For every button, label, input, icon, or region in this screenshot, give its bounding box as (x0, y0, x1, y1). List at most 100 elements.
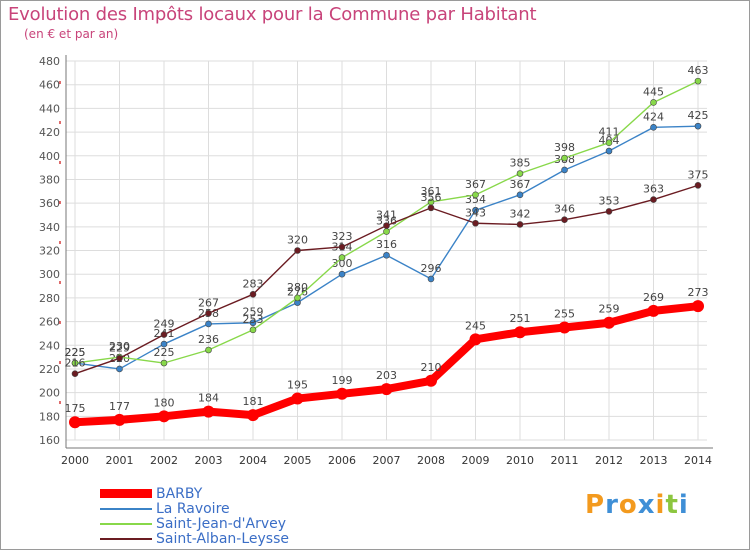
data-label: 249 (154, 318, 175, 331)
legend-item: Saint-Alban-Leysse (100, 531, 289, 547)
data-point (71, 359, 79, 367)
data-label: 245 (465, 319, 486, 332)
data-label: 398 (554, 141, 575, 154)
data-label: 367 (465, 178, 486, 191)
data-point (336, 387, 348, 400)
data-label: 199 (332, 374, 353, 387)
data-label: 269 (643, 291, 664, 304)
legend-label: BARBY (156, 485, 203, 502)
data-point (338, 243, 346, 251)
data-label: 463 (688, 64, 709, 77)
data-label: 203 (376, 369, 397, 382)
data-point (647, 304, 660, 317)
data-point (516, 191, 524, 199)
x-tick-label: 2006 (328, 454, 356, 467)
data-label: 280 (287, 281, 308, 294)
x-tick-label: 2008 (417, 454, 445, 467)
legend-swatch (100, 522, 152, 525)
data-point (516, 170, 524, 177)
y-tick-label: 380 (39, 173, 60, 186)
x-tick-label: 2009 (462, 454, 490, 467)
data-label: 273 (688, 286, 709, 299)
data-label: 356 (421, 191, 442, 204)
chart-subtitle: (en € et par an) (24, 27, 119, 41)
y-tick-label: 240 (39, 339, 60, 352)
data-point (469, 333, 482, 346)
x-tick-label: 2007 (373, 454, 401, 467)
data-point (558, 321, 571, 334)
data-label: 336 (376, 215, 397, 228)
x-tick-label: 2002 (150, 454, 178, 467)
chart-title: Evolution des Impôts locaux pour la Comm… (8, 4, 537, 25)
y-tick-label: 280 (39, 292, 60, 305)
legend-swatch (100, 537, 152, 540)
data-point (383, 228, 390, 235)
y-tick-label: 420 (39, 126, 60, 139)
legend-label: Saint-Jean-d'Arvey (156, 515, 287, 532)
data-label: 225 (154, 346, 175, 359)
data-label: 283 (243, 277, 264, 290)
x-tick-label: 2012 (595, 454, 623, 467)
chart-legend: BARBY La Ravoire Saint-Jean-d'Arvey Saint-A… (100, 485, 289, 547)
data-point (202, 405, 215, 418)
data-point (605, 139, 613, 147)
data-point (205, 346, 212, 354)
proxiti-logo: Proxiti (585, 490, 689, 520)
data-point (205, 309, 212, 317)
x-tick-label: 2004 (239, 454, 267, 467)
data-point (650, 124, 657, 131)
y-tick-label: 360 (39, 197, 60, 210)
data-label: 363 (643, 183, 664, 196)
y-tick-label: 260 (39, 316, 60, 329)
data-label: 195 (287, 379, 308, 392)
data-label: 175 (65, 402, 86, 415)
y-tick-label: 300 (39, 268, 60, 281)
data-point (603, 316, 615, 329)
data-point (116, 354, 123, 362)
data-label: 353 (599, 194, 620, 207)
data-label: 343 (465, 206, 486, 219)
y-tick-label: 460 (39, 79, 60, 92)
x-tick-label: 2011 (551, 454, 579, 467)
data-label: 296 (421, 262, 442, 275)
legend-swatch (100, 489, 152, 498)
data-label: 180 (154, 396, 175, 409)
y-tick-label: 180 (39, 410, 60, 423)
data-label: 425 (688, 109, 709, 122)
data-label: 323 (332, 230, 353, 243)
x-tick-label: 2005 (284, 454, 312, 467)
data-point (205, 320, 212, 328)
y-tick-label: 440 (39, 102, 60, 115)
data-label: 225 (65, 346, 86, 359)
data-label: 276 (287, 286, 308, 299)
y-tick-label: 480 (39, 55, 60, 68)
data-point (160, 340, 168, 348)
y-tick-label: 200 (39, 387, 60, 400)
data-point (158, 410, 170, 423)
data-point (249, 291, 257, 298)
data-label: 230 (109, 340, 130, 353)
data-label: 225 (65, 346, 86, 359)
legend-label: La Ravoire (156, 500, 230, 517)
data-point (338, 270, 346, 278)
x-tick-label: 2013 (640, 454, 668, 467)
data-point (160, 331, 168, 338)
data-point (472, 191, 479, 199)
data-label: 341 (376, 209, 397, 222)
data-point (605, 208, 613, 215)
data-point (249, 326, 257, 334)
y-tick-label: 400 (39, 150, 60, 163)
x-tick-label: 2000 (61, 454, 89, 467)
data-point (291, 392, 304, 405)
data-point (694, 77, 702, 85)
data-label: 177 (109, 400, 130, 413)
data-point (561, 216, 568, 224)
data-label: 251 (510, 312, 531, 325)
data-point (116, 365, 123, 373)
data-point (294, 247, 301, 254)
data-label: 385 (510, 157, 531, 170)
data-label: 375 (688, 168, 709, 181)
legend-item: Saint-Jean-d'Arvey (100, 515, 289, 532)
data-point (249, 319, 257, 327)
